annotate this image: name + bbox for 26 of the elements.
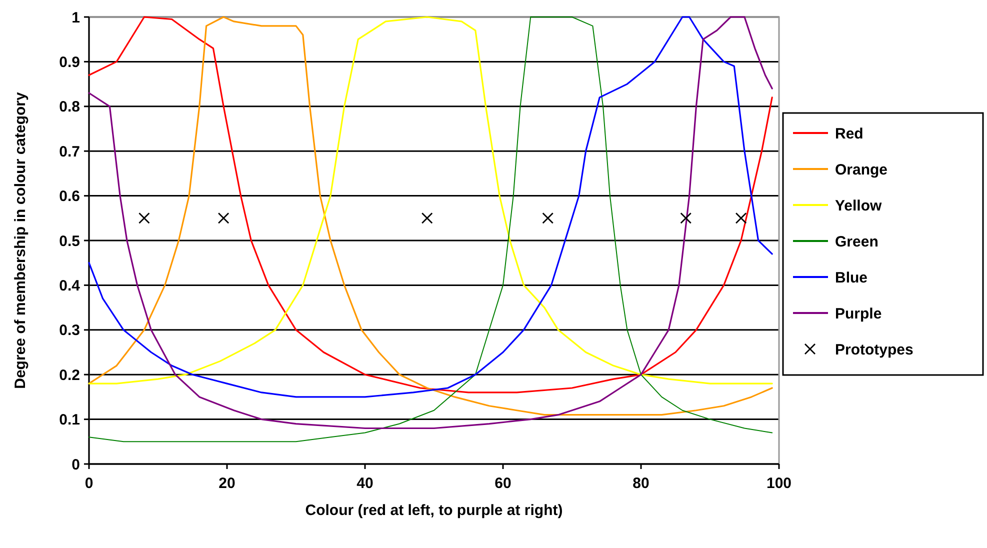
- y-tick-label: 0.7: [59, 143, 80, 160]
- y-tick-label: 0: [72, 456, 80, 474]
- legend-label: Prototypes: [835, 341, 914, 358]
- y-tick-label: 0.3: [59, 322, 80, 340]
- legend-label: Yellow: [835, 197, 882, 214]
- legend-label: Red: [835, 125, 864, 142]
- y-tick-label: 0.1: [59, 412, 80, 429]
- x-tick-label: 20: [218, 475, 236, 492]
- legend-label: Purple: [835, 305, 882, 322]
- x-tick-label: 60: [494, 475, 512, 492]
- legend-label: Blue: [835, 269, 868, 286]
- legend-label: Green: [835, 233, 878, 250]
- y-tick-label: 1: [72, 9, 80, 26]
- y-tick-label: 0.8: [59, 98, 80, 116]
- x-tick-label: 40: [356, 475, 374, 492]
- y-tick-label: 0.6: [59, 188, 80, 206]
- y-tick-label: 0.2: [59, 366, 80, 384]
- legend-label: Orange: [835, 161, 888, 178]
- y-axis-title: Degree of membership in colour category: [12, 91, 29, 389]
- x-tick-label: 100: [766, 475, 792, 492]
- x-tick-label: 80: [632, 475, 650, 492]
- y-tick-label: 0.5: [59, 232, 80, 250]
- y-tick-label: 0.9: [59, 54, 80, 71]
- x-tick-label: 0: [84, 475, 94, 492]
- y-tick-label: 0.4: [59, 277, 81, 294]
- x-axis-title: Colour (red at left, to purple at right): [305, 502, 563, 519]
